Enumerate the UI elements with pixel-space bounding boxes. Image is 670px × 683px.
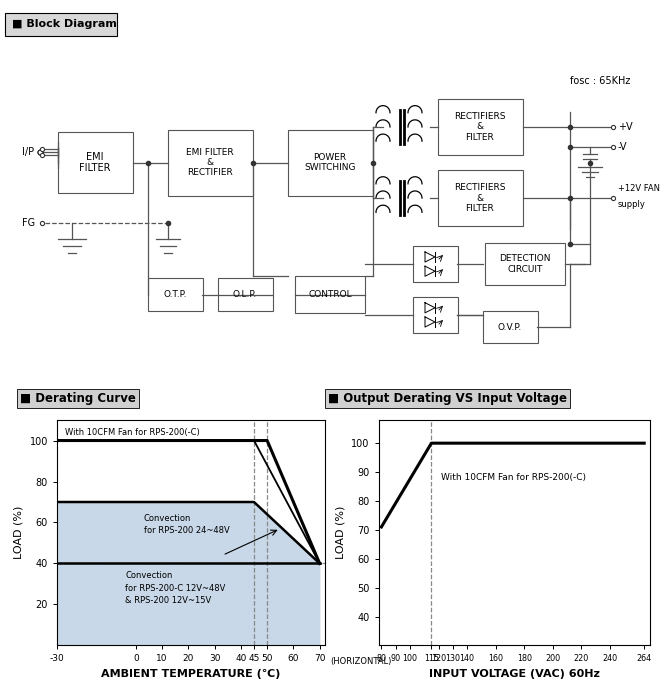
Text: (HORIZONTAL): (HORIZONTAL) [330, 657, 391, 667]
Bar [168, 130, 253, 195]
Text: for RPS-200-C 12V~48V: for RPS-200-C 12V~48V [125, 583, 226, 593]
Bar [438, 99, 523, 155]
Text: POWER
SWITCHING: POWER SWITCHING [304, 153, 356, 172]
Text: O.V.P.: O.V.P. [498, 322, 522, 331]
Text: fosc : 65KHz: fosc : 65KHz [570, 76, 630, 86]
Y-axis label: LOAD (%): LOAD (%) [336, 506, 346, 559]
Text: RECTIFIERS
&
FILTER: RECTIFIERS & FILTER [454, 112, 506, 142]
Text: Convection: Convection [125, 571, 173, 581]
X-axis label: AMBIENT TEMPERATURE (℃): AMBIENT TEMPERATURE (℃) [101, 669, 281, 679]
Bar [147, 278, 202, 311]
Text: RECTIFIERS
&
FILTER: RECTIFIERS & FILTER [454, 183, 506, 213]
Text: -V: -V [618, 142, 628, 152]
Polygon shape [57, 502, 320, 645]
Bar [413, 297, 458, 333]
Text: supply: supply [618, 200, 646, 209]
Text: ■ Block Diagram: ■ Block Diagram [12, 19, 117, 29]
Text: With 10CFM Fan for RPS-200(-C): With 10CFM Fan for RPS-200(-C) [442, 473, 586, 482]
Bar [295, 277, 365, 313]
Bar [413, 247, 458, 282]
Text: ■ Output Derating VS Input Voltage: ■ Output Derating VS Input Voltage [328, 391, 567, 404]
Text: +12V FAN: +12V FAN [618, 184, 660, 193]
Text: FG: FG [22, 219, 35, 229]
Text: EMI FILTER
&
RECTIFIER: EMI FILTER & RECTIFIER [186, 148, 234, 178]
Text: for RPS-200 24~48V: for RPS-200 24~48V [143, 526, 229, 535]
Bar [485, 242, 565, 285]
Bar [58, 132, 133, 193]
Text: & RPS-200 12V~15V: & RPS-200 12V~15V [125, 596, 212, 605]
Text: EMI
FILTER: EMI FILTER [79, 152, 111, 173]
Text: DETECTION
CIRCUIT: DETECTION CIRCUIT [499, 254, 551, 274]
Text: CONTROL: CONTROL [308, 290, 352, 299]
Bar [482, 311, 537, 344]
Text: With 10CFM Fan for RPS-200(-C): With 10CFM Fan for RPS-200(-C) [65, 428, 200, 437]
Text: O.L.P.: O.L.P. [233, 290, 257, 299]
Y-axis label: LOAD (%): LOAD (%) [14, 506, 24, 559]
Bar [218, 278, 273, 311]
Bar [438, 170, 523, 226]
Text: I/P: I/P [22, 148, 34, 157]
Bar [5, 13, 117, 36]
X-axis label: INPUT VOLTAGE (VAC) 60Hz: INPUT VOLTAGE (VAC) 60Hz [429, 669, 600, 679]
Text: Convection: Convection [143, 514, 191, 523]
Text: +V: +V [618, 122, 632, 132]
Bar [287, 130, 373, 195]
Text: ■ Derating Curve: ■ Derating Curve [20, 391, 136, 404]
Text: O.T.P.: O.T.P. [163, 290, 187, 299]
